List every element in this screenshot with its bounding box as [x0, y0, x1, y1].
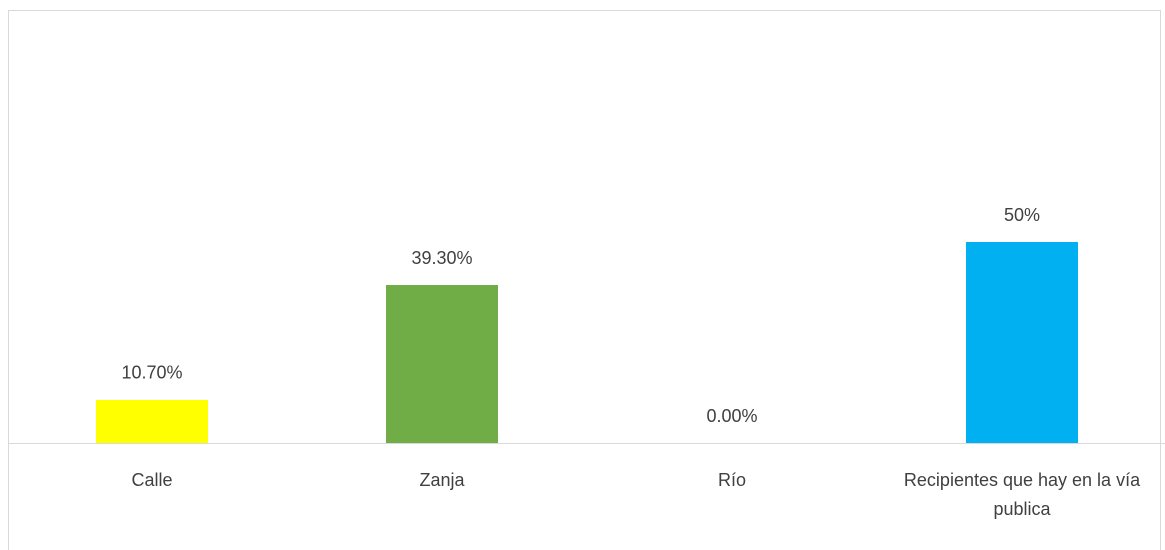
data-label: 39.30% — [411, 248, 472, 268]
chart-frame — [8, 10, 1161, 550]
x-tick-label: Calle — [131, 470, 173, 490]
bar — [96, 399, 208, 443]
data-label: 50% — [1004, 205, 1040, 225]
bar — [966, 242, 1078, 443]
data-label: 10.70% — [121, 363, 182, 383]
bar — [386, 285, 498, 443]
x-tick-label: Río — [717, 470, 746, 490]
x-tick-label: Recipientes que hay en la vía publica — [903, 470, 1141, 519]
data-label: 0.00% — [706, 406, 757, 426]
x-tick-label: Zanja — [419, 470, 465, 490]
